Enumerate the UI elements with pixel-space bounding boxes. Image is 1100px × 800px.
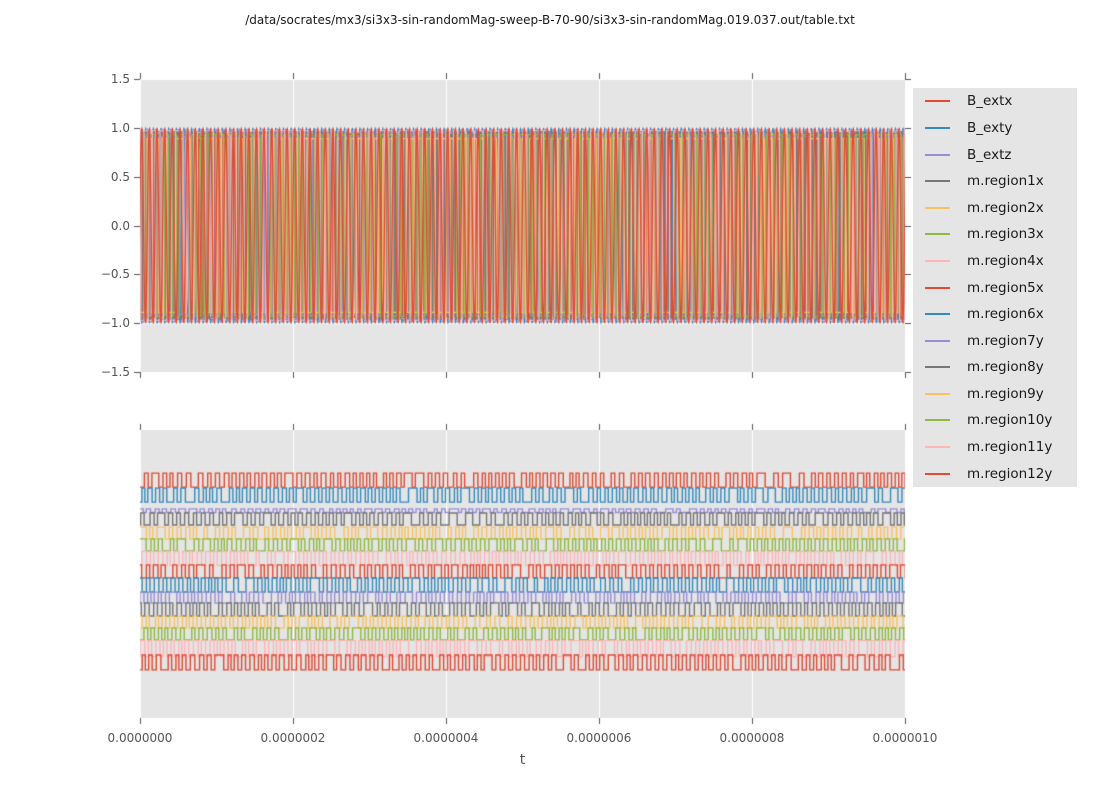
legend-item: m.region3x <box>913 221 1077 248</box>
x-tick-label: 0.0000006 <box>566 731 632 745</box>
y-tick-label: 0.5 <box>110 169 130 184</box>
chart-title: /data/socrates/mx3/si3x3-sin-randomMag-s… <box>245 13 855 27</box>
y-tick-label: 1.0 <box>110 120 130 135</box>
legend-line-sample-icon <box>925 233 950 236</box>
y-tick-label: 0.0 <box>110 218 130 233</box>
legend-line-sample-icon <box>925 392 950 395</box>
legend-item-label: B_extz <box>967 146 1012 163</box>
legend-item: m.region11y <box>913 434 1077 461</box>
x-tick-label: 0.0000010 <box>872 731 938 745</box>
legend-item: m.region8y <box>913 354 1077 381</box>
legend-item: B_exty <box>913 115 1077 142</box>
legend-item-label: m.region7y <box>967 332 1044 349</box>
legend-item: m.region10y <box>913 407 1077 434</box>
legend-line-sample-icon <box>925 419 950 422</box>
legend-line-sample-icon <box>925 472 950 475</box>
legend-line-sample-icon <box>925 366 950 369</box>
y-tick-label: 1.5 <box>110 72 130 86</box>
legend-item: m.region1x <box>913 168 1077 195</box>
y-tick-label: −1.0 <box>100 316 130 331</box>
x-tick-label: 0.0000000 <box>107 731 173 745</box>
legend-line-sample-icon <box>925 153 950 156</box>
legend-item: B_extx <box>913 88 1077 115</box>
x-tick-label: 0.0000004 <box>413 731 479 745</box>
legend-line-sample-icon <box>925 206 950 209</box>
legend-item: m.region7y <box>913 327 1077 354</box>
y-tick-label: −0.5 <box>100 267 130 282</box>
legend-item-label: m.region5x <box>967 279 1044 296</box>
legend-item-label: m.region1x <box>967 173 1044 190</box>
x-tick-label: 0.0000002 <box>260 731 326 745</box>
legend-item: B_extz <box>913 141 1077 168</box>
legend-item-label: B_extx <box>967 93 1013 110</box>
legend-item: m.region6x <box>913 301 1077 328</box>
legend-item-label: m.region3x <box>967 226 1044 243</box>
legend-item-label: m.region9y <box>967 385 1044 402</box>
legend-item: m.region2x <box>913 194 1077 221</box>
legend-line-sample-icon <box>925 259 950 262</box>
legend-item-label: m.region4x <box>967 252 1044 269</box>
legend-item: m.region4x <box>913 248 1077 275</box>
legend-line-sample-icon <box>925 446 950 449</box>
legend-item: m.region12y <box>913 460 1077 487</box>
legend-line-sample-icon <box>925 126 950 129</box>
legend-item-label: m.region6x <box>967 306 1044 323</box>
legend-line-sample-icon <box>925 100 950 103</box>
legend-item: m.region9y <box>913 381 1077 408</box>
legend-line-sample-icon <box>925 180 950 183</box>
y-tick-label: −1.5 <box>100 365 130 379</box>
legend-item-label: m.region2x <box>967 199 1044 216</box>
x-tick-label: 0.0000008 <box>719 731 785 745</box>
legend-item-label: m.region11y <box>967 439 1053 456</box>
legend-item-label: m.region8y <box>967 359 1044 376</box>
legend-line-sample-icon <box>925 313 950 316</box>
legend-item-label: m.region12y <box>967 465 1053 482</box>
legend-item-label: B_exty <box>967 119 1013 136</box>
legend-line-sample-icon <box>925 339 950 342</box>
x-axis-label: t <box>519 752 526 768</box>
legend: B_extx B_exty B_extz m.region1x m.region2x m.… <box>913 88 1077 487</box>
legend-item-label: m.region10y <box>967 412 1053 429</box>
legend-line-sample-icon <box>925 286 950 289</box>
legend-item: m.region5x <box>913 274 1077 301</box>
